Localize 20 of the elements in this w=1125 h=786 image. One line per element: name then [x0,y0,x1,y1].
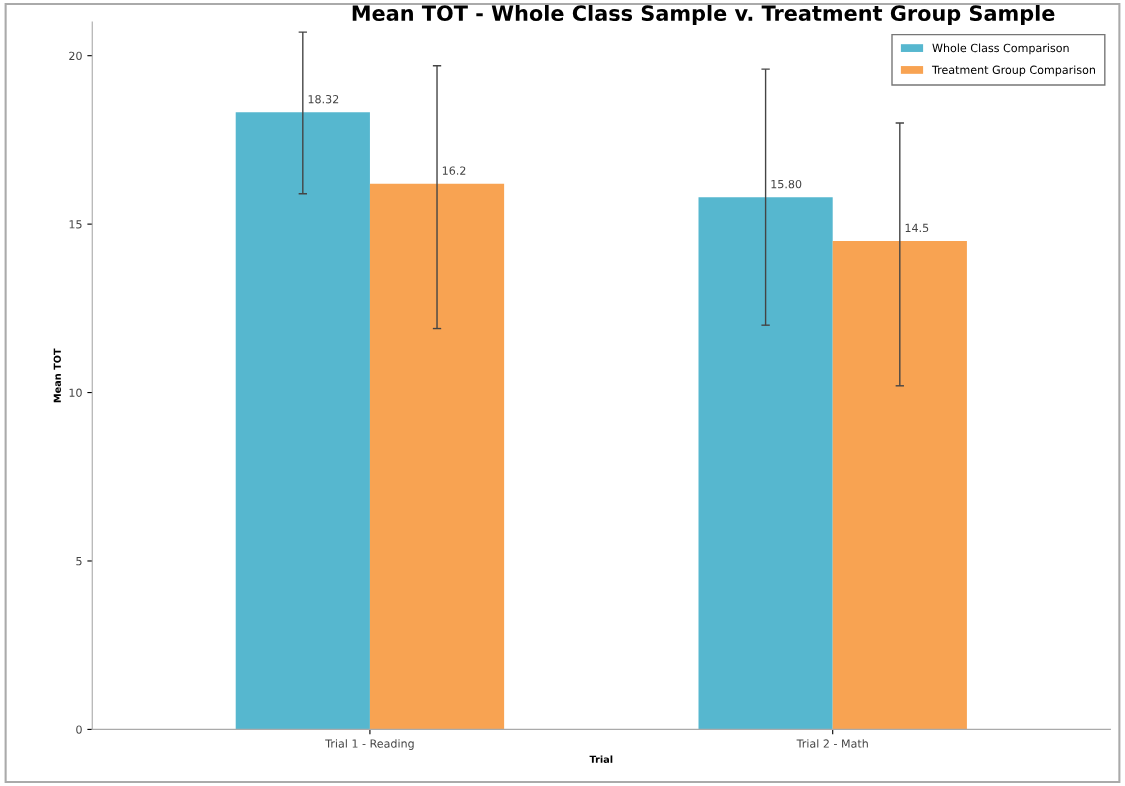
x-axis-title: Trial [589,755,613,763]
bar [698,197,833,730]
y-tick-label: 5 [76,557,82,566]
y-tick-label: 20 [69,51,82,61]
bar [369,183,505,730]
data-label: 18.32 [308,94,339,104]
bar [235,112,370,730]
y-axis-title: Mean TOT [53,348,61,403]
x-tick-label: Trial 2 - Math [796,739,868,748]
data-label: 16.2 [442,166,466,175]
x-tick-label: Trial 1 - Reading [325,739,414,750]
chart-title: Mean TOT - Whole Class Sample v. Treatment Group Sample [352,4,1055,26]
y-tick-label: 15 [69,220,82,229]
y-tick-label: 10 [69,388,82,397]
bar [832,240,967,730]
data-label: 15.80 [771,179,802,189]
legend-label: Treatment Group Comparison [931,65,1095,77]
y-tick-label: 0 [76,725,82,734]
legend-label: Whole Class Comparison [932,43,1069,55]
data-label: 14.5 [905,223,929,233]
